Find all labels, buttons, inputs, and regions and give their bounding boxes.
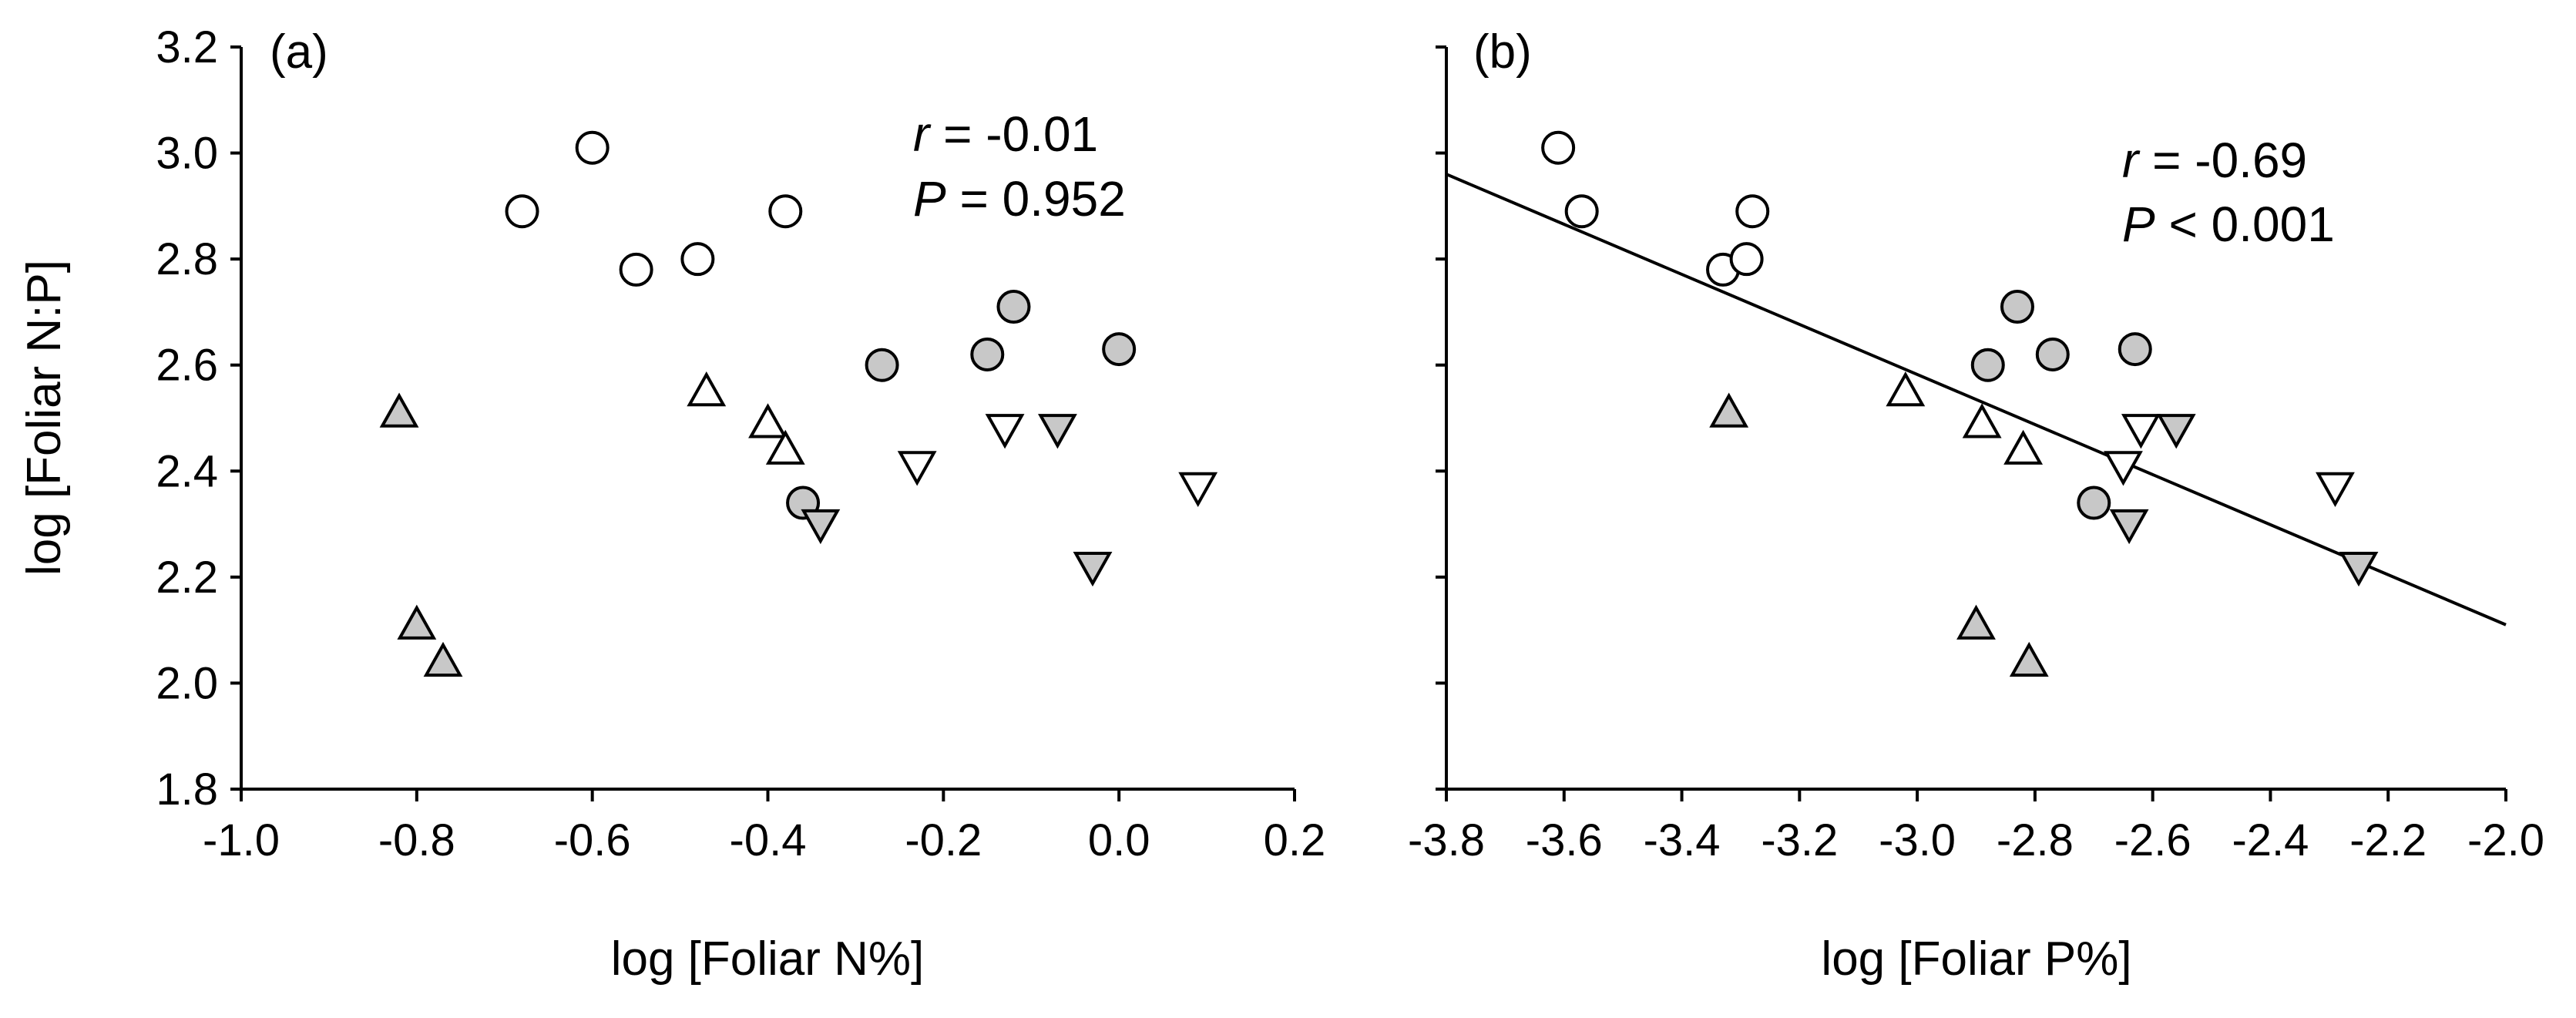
circle-marker — [1541, 130, 1576, 165]
triangle-up-marker — [748, 403, 788, 438]
triangle-up-marker — [397, 604, 437, 640]
triangle-up-marker — [423, 641, 463, 677]
circle-marker — [1564, 194, 1599, 229]
panel-b-label: (b) — [1473, 25, 1532, 79]
triangle-down-marker — [2121, 414, 2161, 449]
x-tick-label: -0.2 — [905, 815, 982, 865]
x-tick-label: -0.8 — [378, 815, 455, 865]
x-tick-label: -0.4 — [730, 815, 807, 865]
x-tick-label: -3.2 — [1761, 815, 1838, 865]
triangle-down-marker — [2339, 551, 2379, 587]
panel-a-label: (a) — [270, 25, 328, 79]
circle-marker — [865, 348, 899, 382]
panel-a-r-symbol: r — [913, 106, 932, 162]
y-tick-label: 3.0 — [156, 129, 218, 179]
triangle-down-marker — [1038, 414, 1077, 449]
triangle-down-marker — [801, 509, 841, 545]
triangle-up-marker — [1962, 403, 2002, 438]
triangle-up-marker — [2003, 429, 2044, 465]
triangle-up-marker — [687, 371, 727, 407]
triangle-down-marker — [985, 414, 1025, 449]
panel-a-markers — [379, 130, 1218, 677]
panel-a-y-axis-title: log [Foliar N:P] — [18, 260, 71, 576]
x-tick-label: -2.6 — [2114, 815, 2191, 865]
panel-a-x-axis-title: log [Foliar N%] — [611, 932, 925, 986]
panel-a-x-ticks: -1.0 -0.8 -0.6 -0.4 -0.2 0.0 0.2 — [203, 789, 1325, 865]
x-tick-label: -3.6 — [1526, 815, 1603, 865]
circle-marker — [2000, 290, 2034, 324]
panel-a-y-ticks: 1.8 2.0 2.2 2.4 2.6 2.8 3.0 3.2 — [156, 22, 241, 815]
y-tick-label: 3.2 — [156, 22, 218, 72]
triangle-up-marker — [1709, 392, 1749, 428]
y-tick-label: 2.6 — [156, 341, 218, 391]
panel-a-r-value: = -0.01 — [929, 106, 1098, 162]
circle-marker — [970, 337, 1005, 371]
panel-b-y-ticks — [1436, 45, 1446, 791]
panel-a-p-stat: P = 0.952 — [913, 171, 1126, 227]
y-tick-label: 2.0 — [156, 658, 218, 708]
panel-b-p-stat: P < 0.001 — [2122, 197, 2335, 252]
triangle-down-marker — [2109, 509, 2149, 545]
panel-a-p-value: = 0.952 — [946, 171, 1126, 227]
panel-b-p-value: < 0.001 — [2155, 197, 2335, 252]
triangle-down-marker — [897, 451, 937, 486]
triangle-up-marker — [1956, 604, 1996, 640]
x-tick-label: -2.2 — [2349, 815, 2427, 865]
circle-marker — [505, 194, 539, 229]
triangle-down-marker — [2104, 451, 2143, 486]
circle-marker — [1102, 332, 1137, 367]
circle-marker — [1735, 194, 1770, 229]
circle-marker — [996, 290, 1031, 324]
y-tick-label: 2.4 — [156, 446, 218, 496]
x-tick-label: -3.4 — [1644, 815, 1721, 865]
panel-b-x-ticks: -3.8 -3.6 -3.4 -3.2 -3.0 -2.8 -2.6 -2.4 -2.2 -2.0 — [1408, 789, 2544, 865]
y-tick-label: 2.8 — [156, 234, 218, 284]
y-tick-label: 2.2 — [156, 553, 218, 603]
triangle-down-marker — [1073, 551, 1113, 587]
panel-a-p-symbol: P — [913, 171, 946, 227]
panel-b-x-axis-title: log [Foliar P%] — [1821, 932, 2131, 986]
panel-b-p-symbol: P — [2122, 197, 2155, 252]
x-tick-label: -2.0 — [2467, 815, 2544, 865]
y-tick-label: 1.8 — [156, 764, 218, 815]
triangle-down-marker — [1178, 472, 1218, 508]
x-tick-label: -0.6 — [554, 815, 631, 865]
triangle-up-marker — [1886, 371, 1926, 407]
circle-marker — [575, 130, 610, 165]
triangle-down-marker — [2156, 414, 2196, 449]
panel-b-regression-line — [1446, 173, 2507, 627]
panel-b-r-stat: r = -0.69 — [2122, 133, 2307, 188]
panel-b: -3.8 -3.6 -3.4 -3.2 -3.0 -2.8 -2.6 -2.4 -2.2 -2.0… — [1408, 25, 2544, 986]
x-tick-label: 0.2 — [1264, 815, 1326, 865]
circle-marker — [1729, 242, 1764, 277]
x-tick-label: -2.8 — [1997, 815, 2074, 865]
circle-marker — [2118, 332, 2152, 367]
triangle-down-marker — [2316, 472, 2355, 508]
triangle-up-marker — [2009, 641, 2049, 677]
x-tick-label: -1.0 — [203, 815, 280, 865]
circle-marker — [1970, 348, 2005, 382]
circle-marker — [768, 194, 803, 229]
x-tick-label: 0.0 — [1088, 815, 1150, 865]
triangle-up-marker — [765, 429, 805, 465]
panel-b-r-symbol: r — [2122, 133, 2141, 188]
panel-a: 1.8 2.0 2.2 2.4 2.6 2.8 3.0 3.2 -1.0 -0.8 -0.6 -0.… — [18, 22, 1325, 986]
x-tick-label: -3.8 — [1408, 815, 1485, 865]
triangle-up-marker — [379, 392, 419, 428]
panel-b-markers — [1541, 130, 2379, 677]
circle-marker — [619, 252, 653, 287]
panel-a-r-stat: r = -0.01 — [913, 106, 1098, 162]
x-tick-label: -2.4 — [2232, 815, 2309, 865]
circle-marker — [680, 242, 715, 277]
circle-marker — [2077, 485, 2111, 520]
panel-b-r-value: = -0.69 — [2138, 133, 2307, 188]
x-tick-label: -3.0 — [1879, 815, 1956, 865]
circle-marker — [2035, 337, 2070, 371]
